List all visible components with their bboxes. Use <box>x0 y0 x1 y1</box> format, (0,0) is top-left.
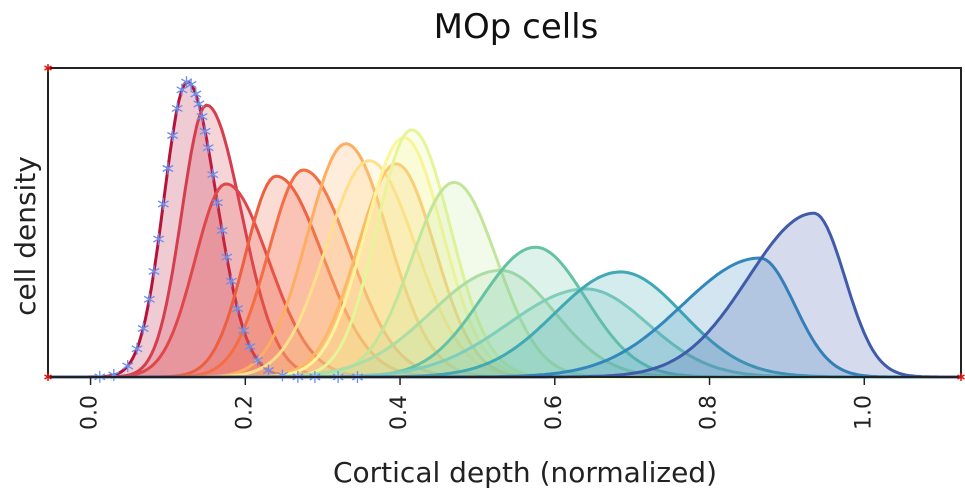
asterisk-marker <box>143 293 155 306</box>
series-area-2 <box>48 105 961 377</box>
series-area-14 <box>48 288 961 377</box>
corner-marker <box>44 373 52 381</box>
asterisk-marker <box>190 88 202 100</box>
x-tick-label: 1.0 <box>851 395 876 430</box>
corner-markers <box>44 64 965 381</box>
asterisk-marker <box>153 233 165 246</box>
y-axis-label: cell density <box>9 156 42 316</box>
corner-marker <box>957 373 965 381</box>
x-axis-ticks: 0.0 0.2 0.4 0.6 0.8 1.0 <box>78 377 876 430</box>
asterisk-marker <box>137 322 149 335</box>
asterisk-marker <box>225 275 237 288</box>
asterisk-marker <box>148 265 160 278</box>
x-tick-label: 0.4 <box>387 395 412 430</box>
asterisk-marker <box>232 302 244 315</box>
asterisk-marker <box>244 340 256 353</box>
x-tick-label: 0.8 <box>697 395 722 430</box>
asterisk-marker <box>199 125 211 138</box>
series-layer <box>48 80 961 379</box>
asterisk-marker <box>252 354 264 367</box>
asterisk-marker <box>221 251 233 264</box>
x-tick-label: 0.0 <box>78 395 103 430</box>
asterisk-marker <box>202 141 214 154</box>
asterisk-marker <box>216 224 228 237</box>
series-area-17 <box>48 213 961 377</box>
x-axis-label: Cortical depth (normalized) <box>333 456 717 489</box>
asterisk-marker <box>238 324 250 337</box>
corner-marker <box>44 64 52 72</box>
asterisk-marker <box>207 168 219 181</box>
asterisk-marker <box>211 196 223 209</box>
asterisk-marker <box>162 162 174 175</box>
x-tick-label: 0.2 <box>232 395 257 430</box>
series-area-5 <box>48 170 961 377</box>
asterisk-marker <box>185 78 197 91</box>
series-area-11 <box>48 182 961 377</box>
series-area-13 <box>48 247 961 377</box>
asterisk-marker <box>193 98 205 110</box>
asterisk-marker <box>262 364 275 377</box>
asterisk-marker <box>157 198 169 210</box>
series-area-12 <box>48 270 961 377</box>
asterisk-marker <box>171 102 183 115</box>
asterisk-marker <box>167 129 179 142</box>
asterisk-marker <box>176 83 188 96</box>
x-tick-label: 0.6 <box>542 395 567 430</box>
plot-frame <box>47 67 962 378</box>
series-area-16 <box>48 258 961 377</box>
asterisk-marker <box>122 360 134 372</box>
asterisk-marker <box>196 110 208 123</box>
asterisk-marker <box>131 342 143 355</box>
chart-title: MOp cells <box>434 7 599 47</box>
